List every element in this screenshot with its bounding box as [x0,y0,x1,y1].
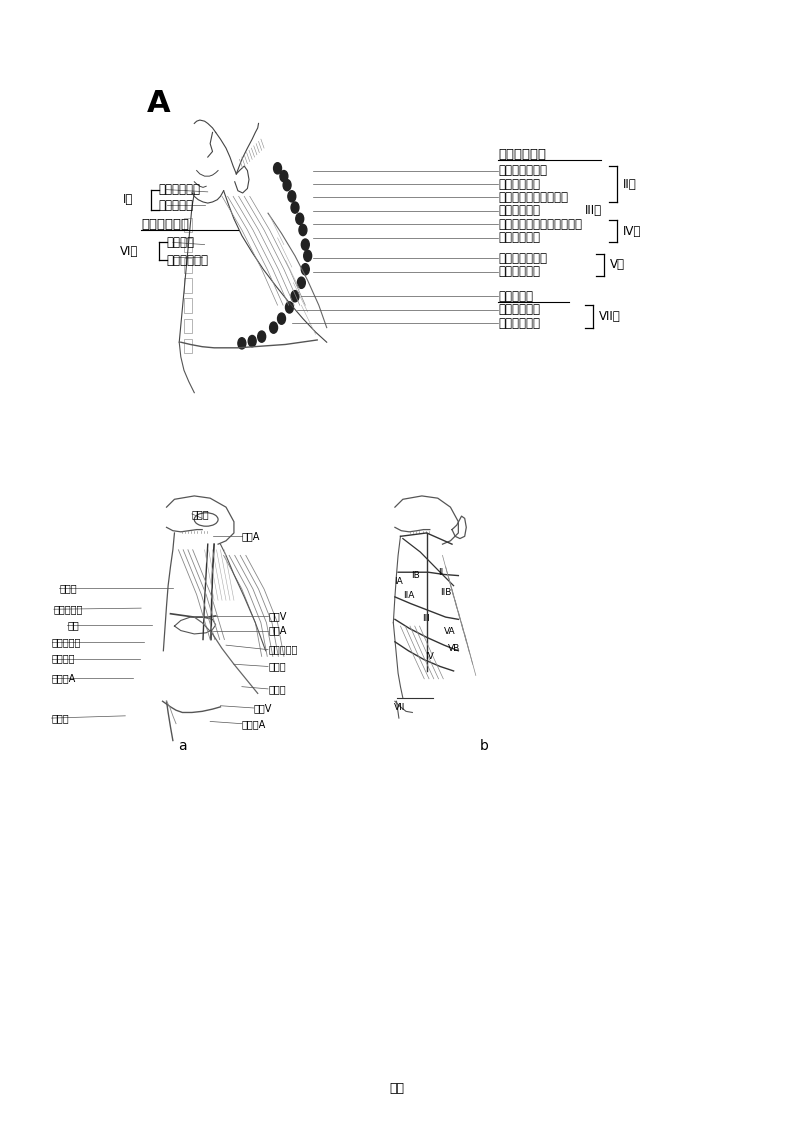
Text: 颈内V: 颈内V [268,611,286,620]
Circle shape [301,264,309,275]
Text: 颈内A: 颈内A [242,532,260,541]
Text: 颈内静脉二腹肌淋巴结: 颈内静脉二腹肌淋巴结 [498,191,568,204]
Bar [184,238,192,252]
Text: 胸锁乳突肌: 胸锁乳突肌 [268,645,297,654]
Text: 颈内A: 颈内A [268,626,286,635]
Circle shape [291,291,299,302]
Circle shape [291,202,299,213]
Text: IIA: IIA [403,591,414,600]
Text: 斜方肌: 斜方肌 [268,662,285,671]
Text: 中央区淋巴结: 中央区淋巴结 [141,218,190,231]
Bar [184,278,192,293]
Text: 上颈部淋巴结: 上颈部淋巴结 [498,177,540,191]
Text: 颏下淋巴结: 颏下淋巴结 [159,199,193,212]
Circle shape [304,250,312,261]
Text: II组: II组 [623,177,636,191]
Text: 左颈总A: 左颈总A [242,719,266,728]
Circle shape [258,331,266,342]
Circle shape [301,239,309,250]
Text: IA: IA [393,577,403,586]
Text: III组: III组 [585,204,603,218]
Circle shape [274,163,282,174]
Text: 侧方区淋巴结: 侧方区淋巴结 [498,148,546,162]
Text: 下颌舌骨肌: 下颌舌骨肌 [54,605,83,614]
Text: 颈内静脉肩胛舌骨肌淋巴结: 颈内静脉肩胛舌骨肌淋巴结 [498,218,582,231]
Text: 气管旁淋巴结: 气管旁淋巴结 [167,254,209,267]
Circle shape [270,322,278,333]
Text: 右颈总A: 右颈总A [52,673,76,682]
Bar [184,218,192,232]
Circle shape [280,171,288,182]
Text: II: II [439,568,443,577]
Bar [184,298,192,313]
Text: b: b [479,739,488,753]
Text: 纵膈淋巴结: 纵膈淋巴结 [498,289,533,303]
Circle shape [238,338,246,349]
Text: a: a [178,739,186,753]
Circle shape [297,277,305,288]
Text: 下颌下淋巴结: 下颌下淋巴结 [159,183,201,196]
Text: 颈内V: 颈内V [254,703,272,712]
Text: 中颈部淋巴结: 中颈部淋巴结 [498,204,540,218]
Text: 二腹肌: 二腹肌 [59,583,77,592]
Text: I组: I组 [123,193,133,206]
Text: 环状软骨: 环状软骨 [52,654,75,663]
Text: VA: VA [444,627,455,636]
Text: 下颈部淋巴结: 下颈部淋巴结 [498,231,540,245]
Circle shape [288,191,296,202]
Circle shape [299,224,307,236]
Text: VII: VII [394,703,405,712]
Text: 精品: 精品 [389,1082,404,1095]
Text: 颌下腺: 颌下腺 [192,509,209,518]
Text: VII组: VII组 [599,310,620,323]
Text: IV: IV [424,652,434,661]
Text: 气管前和: 气管前和 [167,236,194,249]
Text: 前纵膈淋巴结: 前纵膈淋巴结 [498,316,540,330]
Circle shape [283,180,291,191]
Text: 锁骨下淋巴结: 锁骨下淋巴结 [498,303,540,316]
Text: IB: IB [411,571,420,580]
Text: 下副神经淋巴结: 下副神经淋巴结 [498,251,547,265]
Text: IV组: IV组 [623,224,641,238]
Text: 斜方肌: 斜方肌 [268,684,285,693]
Text: 舌骨: 舌骨 [67,620,79,629]
Bar [184,339,192,353]
Circle shape [296,213,304,224]
Bar [184,319,192,333]
Text: IIB: IIB [440,588,451,597]
Text: VI组: VI组 [121,245,139,258]
Text: 胸骨柄: 胸骨柄 [52,714,69,723]
Circle shape [248,335,256,347]
Text: III: III [422,614,430,623]
Text: V组: V组 [610,258,625,272]
Text: 肩胛舌骨肌: 肩胛舌骨肌 [52,637,81,646]
Bar [184,258,192,273]
Text: A: A [147,89,170,118]
Circle shape [285,302,293,313]
Text: 上副神经淋巴结: 上副神经淋巴结 [498,164,547,177]
Text: 锁骨上淋巴结: 锁骨上淋巴结 [498,265,540,278]
Circle shape [278,313,285,324]
Text: VB: VB [447,644,460,653]
